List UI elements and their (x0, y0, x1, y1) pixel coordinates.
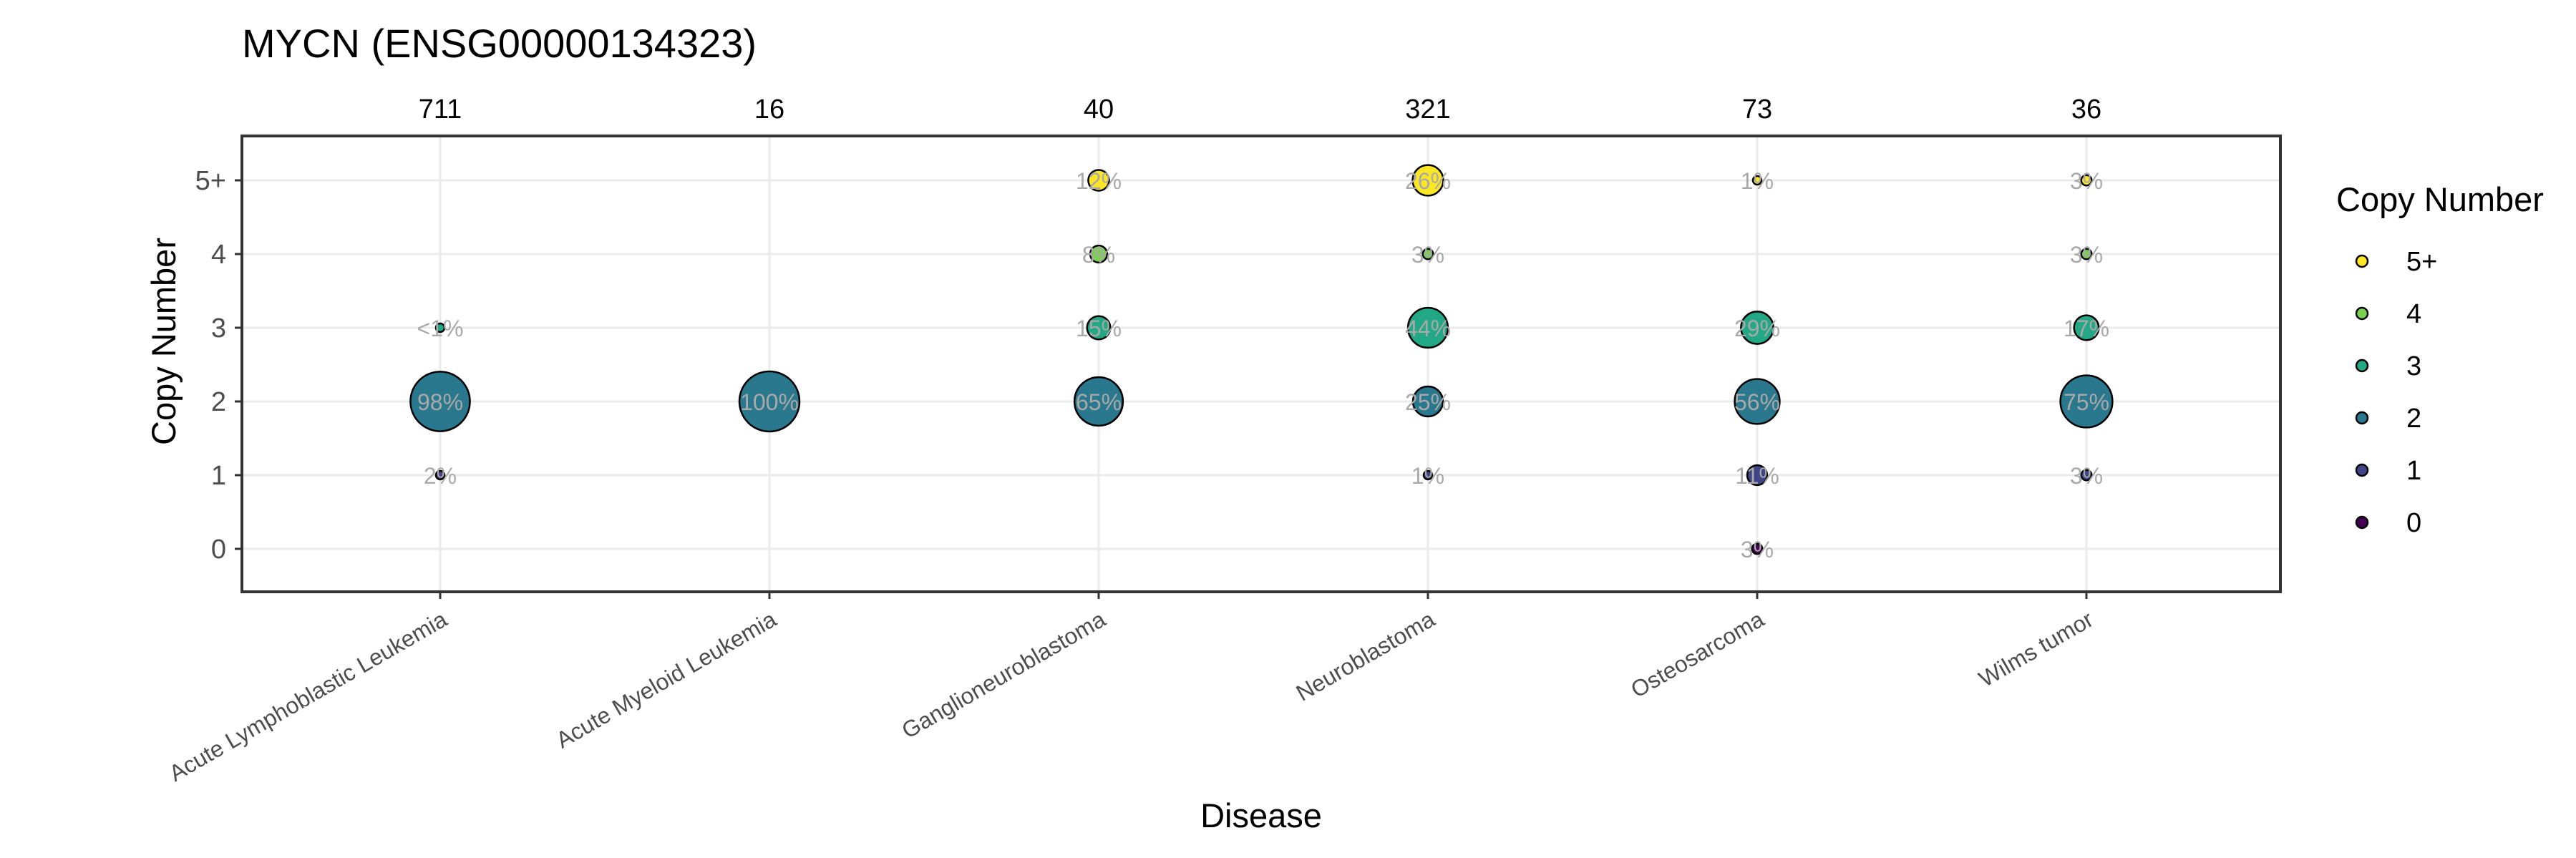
legend-key (2355, 359, 2369, 373)
data-point (1751, 175, 1763, 186)
plot-panel-border (240, 135, 2282, 593)
data-label: 44% (1405, 316, 1451, 341)
data-label: 8% (1082, 242, 1115, 268)
data-point (1406, 306, 1449, 349)
legend-label: 1 (2406, 456, 2421, 486)
data-point (1087, 169, 1110, 192)
legend-label: 2 (2406, 404, 2421, 434)
data-label: 25% (1405, 389, 1451, 415)
data-label: 3% (2070, 463, 2103, 489)
legend: 5+ 4 3 2 1 0 (2355, 247, 2437, 538)
data-point (1422, 469, 1434, 481)
data-label: 29% (1734, 316, 1780, 341)
data-point (2073, 314, 2100, 341)
data-label: 98% (417, 389, 463, 415)
data-point (1421, 248, 1434, 260)
x-tick-label: Acute Myeloid Leukemia (552, 606, 781, 754)
sample-count-label: 321 (1405, 94, 1450, 125)
legend-title: Copy Number (2336, 180, 2544, 218)
data-point (2080, 248, 2093, 260)
y-tick-label: 1 (211, 461, 226, 491)
legend-key (2355, 306, 2369, 321)
data-label: 26% (1405, 168, 1451, 194)
data-point (1073, 376, 1124, 427)
data-point (1751, 542, 1764, 555)
plot-marks: <1% 98% 2% 100% 12% 8% 15% 65% 26% 3% 44% 25% 1% 1% 29… (409, 164, 2114, 562)
legend-key (2355, 515, 2369, 530)
data-point (2080, 469, 2093, 482)
data-label: 1% (1741, 168, 1774, 194)
sample-count-label: 40 (1084, 94, 1114, 125)
sample-count-label: 73 (1742, 94, 1772, 125)
x-tick-label: Neuroblastoma (1292, 606, 1439, 706)
legend-label: 0 (2406, 508, 2421, 538)
y-tick-label: 4 (211, 240, 226, 270)
data-point (2059, 374, 2114, 429)
y-tick-label: 2 (211, 387, 226, 417)
x-axis-title: Disease (1200, 796, 1322, 834)
data-label: 12% (1076, 168, 1122, 194)
data-label: 100% (740, 389, 799, 415)
y-tick-label: 5+ (195, 166, 226, 196)
y-tick-label: 3 (211, 313, 226, 343)
sample-count-label: 36 (2071, 94, 2101, 125)
data-point (1411, 385, 1444, 418)
x-tick-label: Acute Lymphoblastic Leukemia (165, 606, 452, 786)
y-tick-label: 0 (211, 535, 226, 565)
sample-count-label: 16 (754, 94, 784, 125)
data-point (1089, 244, 1109, 264)
data-point (434, 469, 446, 481)
data-label: 56% (1734, 389, 1780, 415)
axis-labels: 0 1 2 3 4 5+ Acute Lymphoblastic Leukemia 711 Ac… (165, 94, 2282, 786)
legend-label: 3 (2406, 351, 2421, 381)
sample-count-label: 711 (419, 94, 462, 125)
data-point (1086, 315, 1112, 341)
data-label: 17% (2064, 316, 2109, 341)
data-label: 1% (1411, 463, 1444, 489)
data-label: 2% (424, 463, 457, 489)
data-point (1734, 378, 1781, 425)
legend-key (2355, 411, 2369, 425)
data-point (409, 371, 471, 432)
grid-lines (242, 136, 2280, 592)
y-axis-title: Copy Number (145, 238, 183, 445)
x-tick-label: Ganglioneuroblastoma (898, 606, 1110, 744)
data-label: 3% (2070, 242, 2103, 268)
data-point (1740, 311, 1774, 345)
legend-label: 4 (2406, 299, 2421, 329)
legend-key (2355, 463, 2369, 477)
chart-title: MYCN (ENSG00000134323) (242, 21, 757, 66)
data-point (434, 322, 446, 333)
x-tick-label: Osteosarcoma (1626, 606, 1768, 703)
data-label: 3% (1411, 242, 1444, 268)
data-point (738, 370, 801, 433)
legend-label: 5+ (2406, 247, 2437, 277)
x-tick-label: Wilms tumor (1975, 606, 2098, 692)
data-label: 3% (1741, 537, 1774, 562)
data-label: 65% (1076, 389, 1122, 415)
data-point (2080, 174, 2093, 187)
data-label: 75% (2064, 389, 2109, 415)
data-point (1746, 464, 1769, 487)
data-point (1411, 164, 1444, 197)
legend-key (2355, 254, 2369, 268)
data-label: 3% (2070, 168, 2103, 194)
data-label: 11% (1735, 463, 1779, 489)
data-label: <1% (417, 316, 464, 341)
data-label: 15% (1076, 316, 1122, 341)
